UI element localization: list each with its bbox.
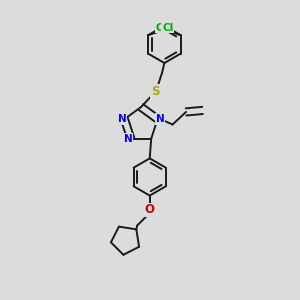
Text: N: N xyxy=(118,114,126,124)
Text: N: N xyxy=(156,114,164,124)
Text: N: N xyxy=(124,134,133,144)
Text: Cl: Cl xyxy=(155,22,167,33)
Text: S: S xyxy=(151,85,160,98)
Text: O: O xyxy=(145,203,155,217)
Text: Cl: Cl xyxy=(162,22,173,33)
